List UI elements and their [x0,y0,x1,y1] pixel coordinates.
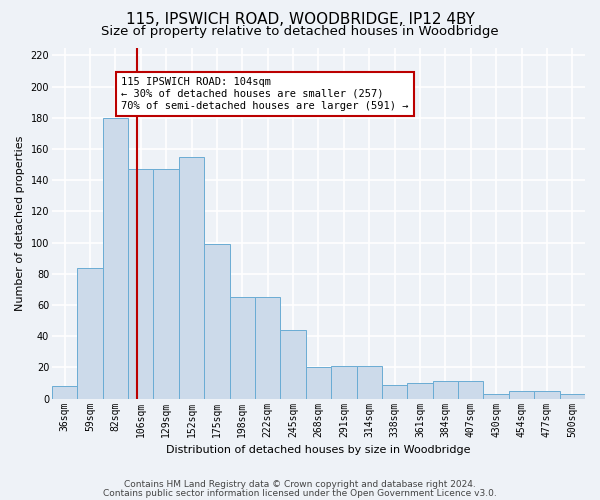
Bar [433,382,458,398]
Bar [280,330,306,398]
Bar [77,268,103,398]
Bar [560,394,585,398]
Bar [407,383,433,398]
Bar [331,366,356,398]
Bar [204,244,230,398]
Text: 115, IPSWICH ROAD, WOODBRIDGE, IP12 4BY: 115, IPSWICH ROAD, WOODBRIDGE, IP12 4BY [125,12,475,28]
Bar [484,394,509,398]
Text: Contains HM Land Registry data © Crown copyright and database right 2024.: Contains HM Land Registry data © Crown c… [124,480,476,489]
Bar [306,368,331,398]
Text: Size of property relative to detached houses in Woodbridge: Size of property relative to detached ho… [101,25,499,38]
Bar [458,382,484,398]
Y-axis label: Number of detached properties: Number of detached properties [15,136,25,311]
Bar [52,386,77,398]
Bar [509,391,534,398]
Bar [356,366,382,398]
Bar [179,156,204,398]
Bar [103,118,128,398]
Bar [534,391,560,398]
Bar [255,297,280,398]
Bar [382,384,407,398]
X-axis label: Distribution of detached houses by size in Woodbridge: Distribution of detached houses by size … [166,445,471,455]
Bar [128,169,154,398]
Bar [154,169,179,398]
Bar [230,297,255,398]
Text: 115 IPSWICH ROAD: 104sqm
← 30% of detached houses are smaller (257)
70% of semi-: 115 IPSWICH ROAD: 104sqm ← 30% of detach… [121,78,409,110]
Text: Contains public sector information licensed under the Open Government Licence v3: Contains public sector information licen… [103,488,497,498]
